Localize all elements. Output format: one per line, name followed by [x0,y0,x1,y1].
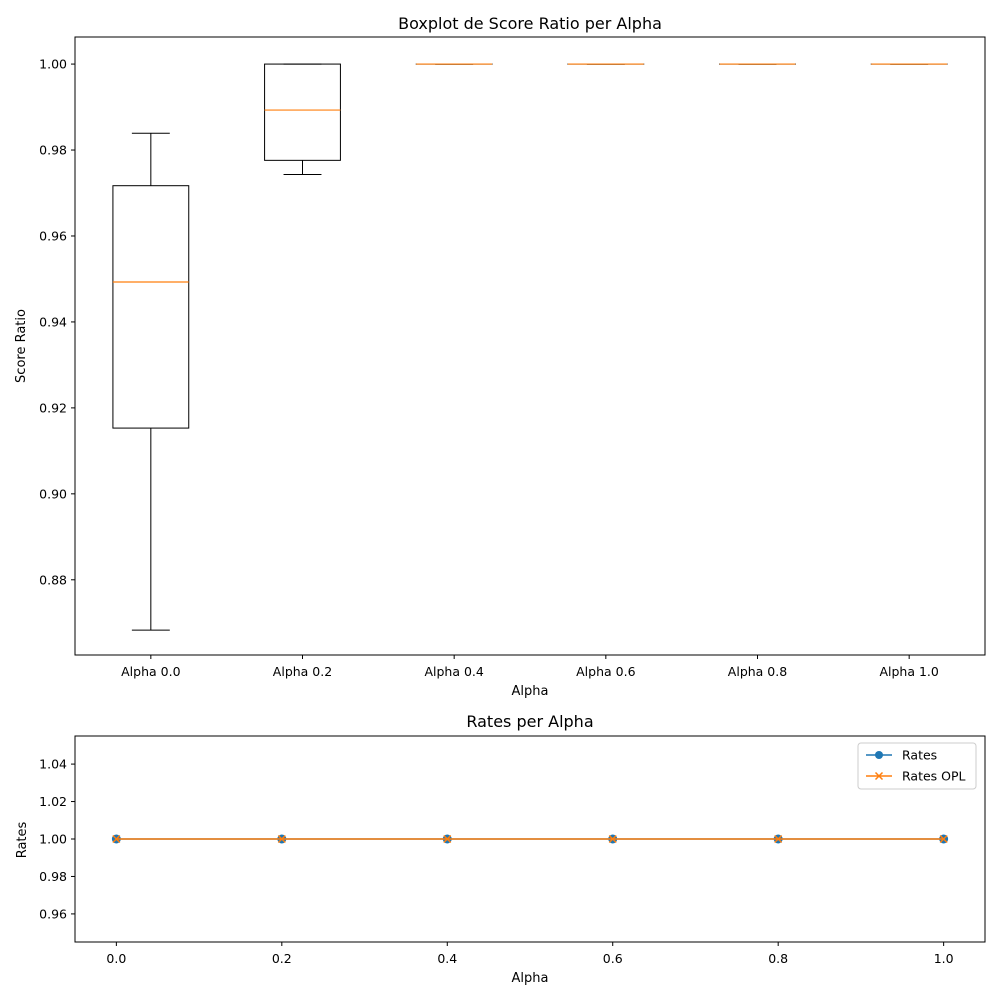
rates-x-axis-label: Alpha [512,971,549,986]
rates-y-tick-label: 0.98 [39,869,67,884]
rates-point-x [443,834,452,844]
boxplot-y-tick-label: 0.90 [39,486,67,501]
rates-y-tick-label: 1.02 [39,794,67,809]
rates-point-x [112,834,121,844]
boxplot-plot-frame [74,36,986,656]
rates-x-tick-label: 0.8 [768,951,788,966]
rates-point-x [277,834,286,844]
boxplot-x-tick-label: Alpha 0.6 [576,664,635,679]
boxplot-title: Boxplot de Score Ratio per Alpha [398,14,662,33]
rates-point-x [939,834,948,844]
rates-point-x [774,834,783,844]
boxplot-box [264,63,341,161]
rates-x-tick-label: 0.0 [106,951,126,966]
boxplot-box [112,185,190,429]
rates-legend-label: Rates [902,748,937,763]
rates-legend-label: Rates OPL [902,769,966,784]
boxplot-x-tick-label: Alpha 0.2 [273,664,332,679]
boxplot-chart: Boxplot de Score Ratio per Alpha Alpha S… [14,14,986,699]
rates-y-tick-label: 0.96 [39,906,67,921]
rates-legend-marker-x [874,771,884,781]
boxplot-y-tick-label: 1.00 [39,57,67,72]
rates-x-tick-label: 1.0 [934,951,954,966]
boxplot-x-tick-label: Alpha 1.0 [879,664,938,679]
boxplot-x-tick-label: Alpha 0.0 [121,664,180,679]
boxplot-x-tick-label: Alpha 0.4 [424,664,483,679]
boxplot-y-tick-label: 0.98 [39,143,67,158]
rates-x-tick-label: 0.4 [437,951,457,966]
boxplot-x-tick-label: Alpha 0.8 [728,664,787,679]
rates-legend-marker-circle [875,751,883,759]
rates-x-tick-label: 0.2 [272,951,292,966]
boxplot-y-tick-label: 0.92 [39,400,67,415]
boxplot-y-tick-label: 0.94 [39,314,67,329]
rates-chart: Rates per Alpha Alpha Rates 0.960.981.00… [15,712,986,986]
rates-legend: Rates Rates OPL [857,742,977,790]
rates-x-tick-label: 0.6 [603,951,623,966]
boxplot-y-axis-label: Score Ratio [14,309,29,383]
rates-y-tick-label: 1.04 [39,757,67,772]
rates-y-tick-label: 1.00 [39,832,67,847]
boxplot-y-tick-label: 0.88 [39,572,67,587]
boxplot-y-tick-label: 0.96 [39,228,67,243]
rates-y-axis-label: Rates [15,821,30,858]
rates-point-x [608,834,617,844]
rates-title: Rates per Alpha [466,712,593,731]
boxplot-x-axis-label: Alpha [512,684,549,699]
